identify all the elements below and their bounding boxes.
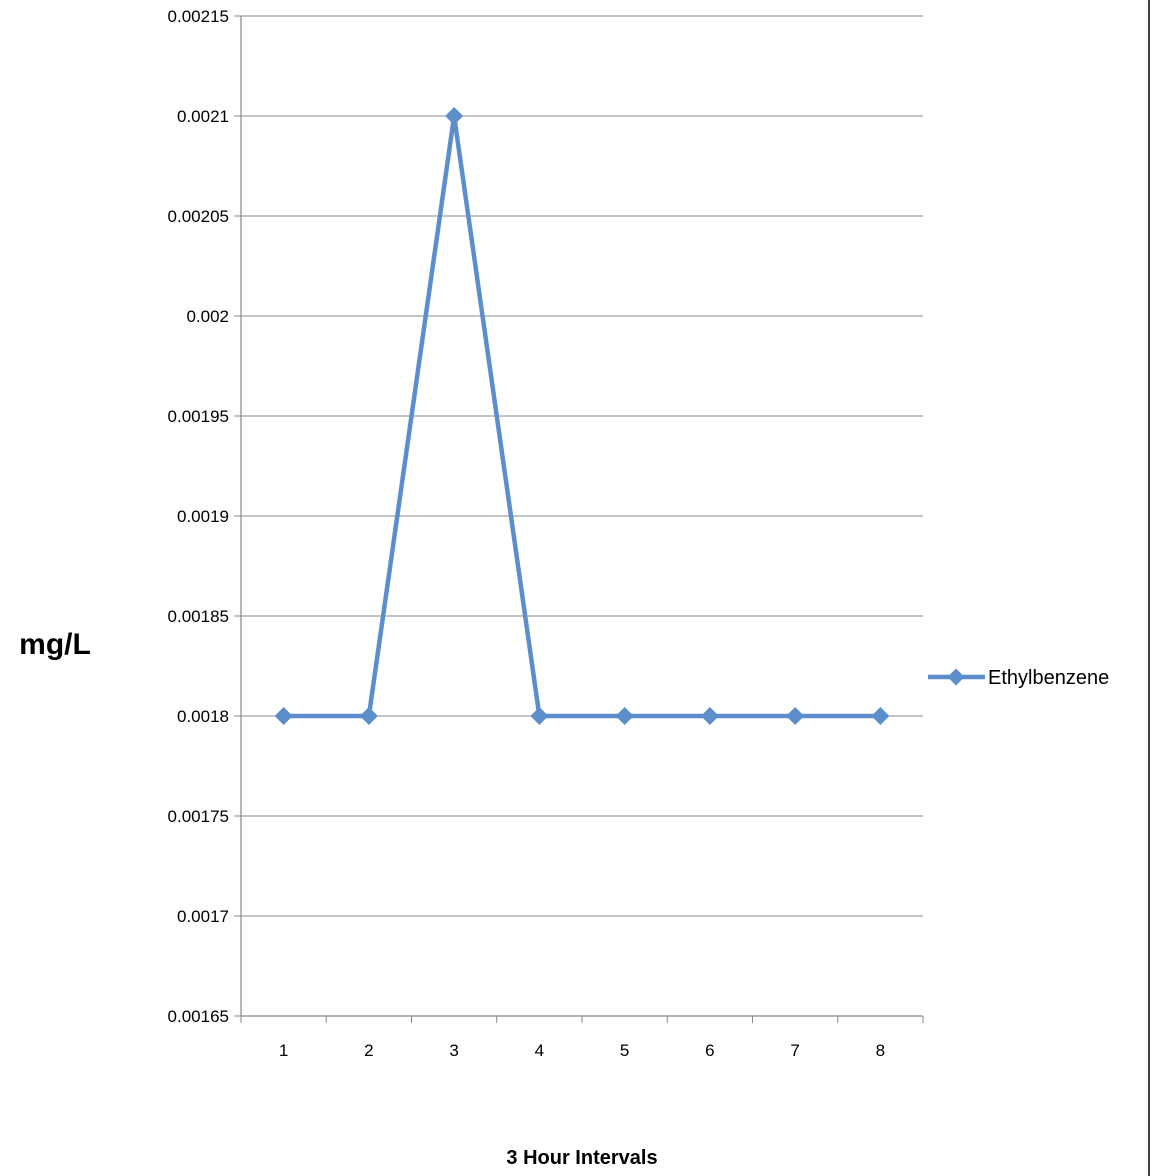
data-point	[274, 707, 293, 725]
x-tick-label: 1	[279, 1041, 288, 1060]
data-point	[530, 707, 549, 725]
y-tick-label: 0.00175	[168, 807, 229, 826]
x-tick-label: 3	[449, 1041, 458, 1060]
y-tick-label: 0.00205	[168, 207, 229, 226]
x-tick-label: 6	[705, 1041, 714, 1060]
data-point	[615, 707, 634, 725]
y-tick-label: 0.0021	[177, 107, 229, 126]
y-tick-label: 0.00215	[168, 7, 229, 26]
y-tick-label: 0.002	[186, 307, 229, 326]
data-point	[786, 707, 805, 725]
legend-label-ethylbenzene: Ethylbenzene	[988, 667, 1109, 689]
y-tick-label: 0.00195	[168, 407, 229, 426]
axes	[234, 15, 924, 1023]
series-ethylbenzene	[274, 107, 890, 725]
y-tick-label: 0.0018	[177, 707, 229, 726]
x-tick-label: 8	[876, 1041, 885, 1060]
x-tick-label: 5	[620, 1041, 629, 1060]
series-line	[283, 115, 881, 719]
x-tick-labels: 1 2 3 4 5 6 7 8	[279, 1041, 885, 1060]
data-point	[359, 707, 378, 725]
x-axis-title: 3 Hour Intervals	[506, 1147, 657, 1169]
y-tick-label: 0.0019	[177, 507, 229, 526]
y-tick-label: 0.00185	[168, 607, 229, 626]
x-tick-label: 4	[535, 1041, 544, 1060]
data-point	[871, 707, 890, 725]
x-tick-label: 2	[364, 1041, 373, 1060]
x-tick-label: 7	[790, 1041, 799, 1060]
y-tick-label: 0.0017	[177, 907, 229, 926]
y-axis-title: mg/L	[19, 628, 91, 661]
y-tick-label: 0.00165	[168, 1007, 229, 1026]
legend-marker-swatch	[947, 668, 965, 686]
y-tick-labels: 0.00165 0.0017 0.00175 0.0018 0.00185 0.0019 0…	[168, 7, 229, 1026]
legend: Ethylbenzene	[928, 667, 1109, 689]
data-point	[445, 107, 464, 125]
data-point	[700, 707, 719, 725]
gridlines	[241, 15, 923, 917]
